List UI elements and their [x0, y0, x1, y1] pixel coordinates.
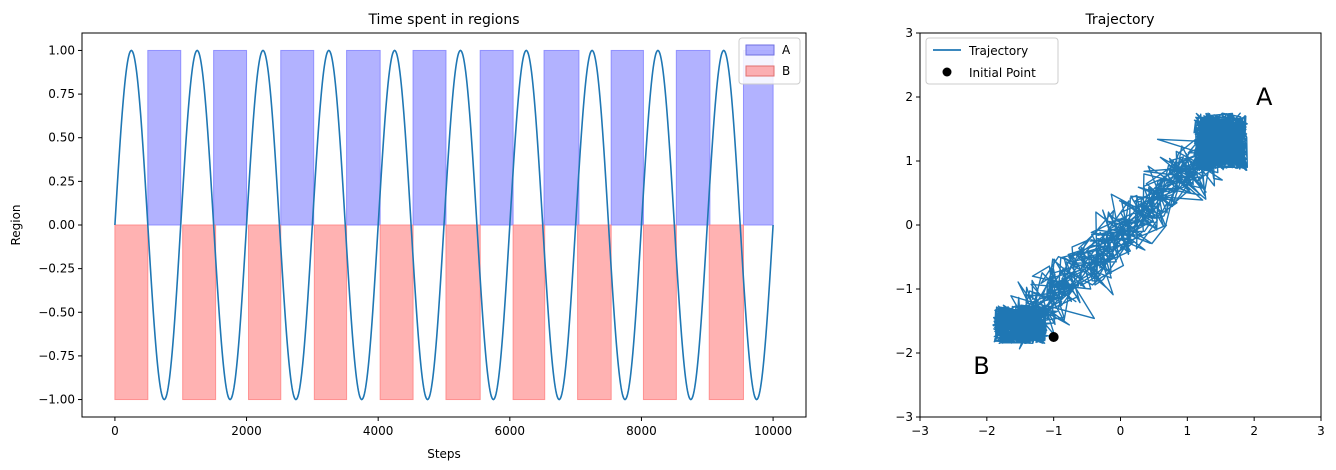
trajectory-chart: Trajectory −3 −2 −1 0 1 2 3 3 2 1 0 −1 −2 −3 A B Tra… [895, 12, 1325, 438]
y-tick-label: 0.50 [48, 131, 75, 145]
x-tick-label: 0 [111, 424, 119, 438]
x-tick-label: 1 [1184, 424, 1192, 438]
trajectory-line [992, 112, 1248, 350]
legend-swatch-b [745, 65, 775, 77]
x-tick-label: 0 [1117, 424, 1125, 438]
legend: Trajectory Initial Point [925, 37, 1059, 85]
sine-line [114, 49, 774, 401]
region-a-bar [346, 49, 381, 226]
region-b-bar [445, 224, 481, 401]
y-tick-label: 1.00 [48, 43, 75, 57]
x-tick-label: 2 [1250, 424, 1258, 438]
region-a-bar [213, 49, 248, 226]
legend-label-trajectory: Trajectory [968, 44, 1028, 58]
region-b-bar [379, 224, 414, 401]
region-b-bar [512, 224, 546, 401]
region-b-bar [642, 224, 677, 401]
region-a-bar [610, 49, 644, 226]
x-tick-label: −1 [1045, 424, 1063, 438]
y-tick-label: −0.25 [38, 262, 75, 276]
x-axis-ticks: −3 −2 −1 0 1 2 3 [911, 417, 1325, 438]
x-tick-label: 3 [1317, 424, 1325, 438]
x-tick-label: −2 [978, 424, 996, 438]
legend: A B [738, 37, 801, 85]
legend-label-a: A [782, 43, 791, 57]
y-tick-label: 0.00 [48, 218, 75, 232]
region-b-bar [313, 224, 348, 401]
region-a-bar [479, 49, 514, 226]
x-tick-label: 8000 [626, 424, 657, 438]
region-a-bar [543, 49, 580, 226]
region-bars [114, 49, 774, 401]
x-tick-label: 6000 [495, 424, 526, 438]
x-tick-label: 4000 [363, 424, 394, 438]
sine-signal [114, 49, 774, 401]
legend-swatch-a [745, 44, 775, 56]
region-a-bar [147, 49, 182, 226]
region-a-bar [675, 49, 711, 226]
legend-marker-initial-point [942, 67, 952, 77]
y-tick-label: 0.75 [48, 87, 75, 101]
y-tick-label: 2 [905, 90, 913, 104]
y-axis-ticks: 1.00 0.75 0.50 0.25 0.00 −0.25 −0.50 −0.75 −1.00 [38, 43, 82, 407]
region-b-bar [182, 224, 217, 401]
y-tick-label: −0.50 [38, 305, 75, 319]
y-tick-label: −1.00 [38, 393, 75, 407]
y-axis-label: Region [9, 204, 23, 245]
x-axis-label: Steps [427, 447, 461, 461]
region-a-bar [280, 49, 315, 226]
y-tick-label: 0.25 [48, 174, 75, 188]
region-b-bar [114, 224, 149, 401]
region-b-bar [248, 224, 282, 401]
y-tick-label: −2 [895, 346, 913, 360]
y-tick-label: 1 [905, 154, 913, 168]
x-tick-label: 2000 [231, 424, 262, 438]
x-tick-label: 10000 [754, 424, 792, 438]
region-time-chart: Time spent in regions 0 2000 4000 6000 8000 1… [9, 12, 807, 461]
chart-title: Time spent in regions [367, 12, 519, 28]
y-tick-label: 3 [905, 26, 913, 40]
annotation-a: A [1256, 83, 1273, 111]
region-b-bar [577, 224, 612, 401]
x-axis-ticks: 0 2000 4000 6000 8000 10000 [111, 417, 792, 438]
y-axis-ticks: 3 2 1 0 −1 −2 −3 [895, 26, 920, 424]
annotation-b: B [973, 352, 989, 380]
x-tick-label: −3 [911, 424, 929, 438]
y-tick-label: 0 [905, 218, 913, 232]
region-b-bar [708, 224, 744, 401]
region-a-bar [412, 49, 447, 226]
y-tick-label: −1 [895, 282, 913, 296]
y-tick-label: −0.75 [38, 349, 75, 363]
trajectory-path [992, 112, 1248, 350]
y-tick-label: −3 [895, 410, 913, 424]
legend-label-initial-point: Initial Point [969, 66, 1036, 80]
legend-label-b: B [782, 64, 790, 78]
initial-point-marker [1048, 332, 1059, 342]
chart-title: Trajectory [1084, 12, 1154, 28]
